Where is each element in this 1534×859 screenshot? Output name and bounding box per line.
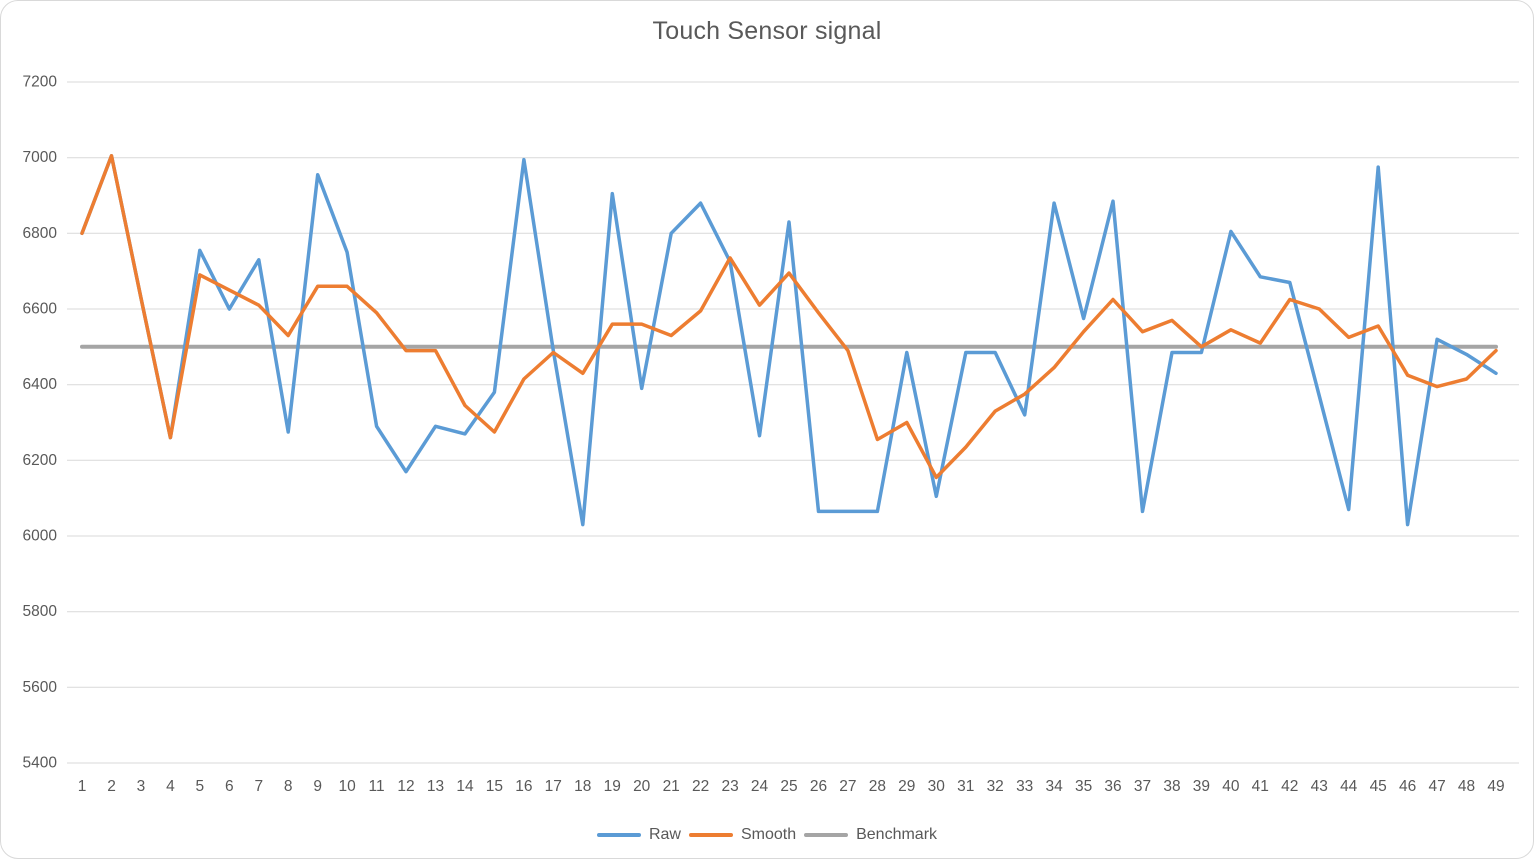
x-axis-label: 49 [1487,778,1504,795]
y-axis-label: 6200 [23,452,58,469]
x-axis-label: 5 [195,778,204,795]
x-axis-label: 21 [663,778,680,795]
x-axis-label: 31 [957,778,974,795]
legend-label-raw: Raw [648,826,681,843]
x-axis-label: 47 [1428,778,1445,795]
x-axis-label: 3 [137,778,146,795]
x-axis-label: 22 [692,778,709,795]
x-axis-label: 12 [397,778,414,795]
y-axis-label: 7000 [23,149,58,166]
x-axis-label: 2 [107,778,116,795]
x-axis-label: 20 [633,778,651,795]
y-axis-label: 7200 [23,74,58,91]
x-axis-label: 34 [1045,778,1063,795]
x-axis-label: 41 [1252,778,1269,795]
x-axis-label: 42 [1281,778,1298,795]
x-axis-label: 7 [254,778,263,795]
x-axis-label: 28 [869,778,886,795]
chart-legend: Raw Smooth Benchmark [1,826,1533,844]
x-axis-label: 45 [1370,778,1387,795]
x-axis-label: 48 [1458,778,1475,795]
x-axis-label: 15 [486,778,503,795]
smooth-line-swatch [688,832,733,838]
x-axis-label: 24 [751,778,769,795]
y-axis-label: 5800 [23,603,58,620]
y-axis-label: 5600 [23,679,58,696]
x-axis-label: 18 [574,778,591,795]
raw-series-line [80,154,1498,527]
smooth-series-line [80,154,1498,480]
x-axis-label: 38 [1163,778,1180,795]
x-axis-label: 9 [313,778,322,795]
x-axis-label: 6 [225,778,234,795]
raw-line-swatch [596,832,641,838]
legend-item-smooth[interactable]: Smooth [687,826,798,844]
chart-title: Touch Sensor signal [652,17,882,45]
x-axis-label: 29 [898,778,915,795]
legend-label-benchmark: Benchmark [856,826,938,843]
x-axis-label: 1 [78,778,87,795]
x-axis-label: 4 [166,778,175,795]
x-axis-label: 43 [1311,778,1328,795]
legend-label-smooth: Smooth [740,826,797,843]
x-axis-label: 19 [604,778,621,795]
x-axis-label: 36 [1104,778,1121,795]
x-axis-label: 44 [1340,778,1358,795]
x-axis-label: 32 [987,778,1004,795]
x-axis-label: 13 [427,778,444,795]
y-axis-label: 6600 [23,301,58,318]
y-axis-label: 6400 [23,376,58,393]
y-axis-label: 5400 [23,755,58,772]
x-axis-label: 33 [1016,778,1033,795]
x-axis-label: 11 [369,778,385,795]
x-axis-label: 25 [780,778,797,795]
x-axis-label: 10 [338,778,356,795]
x-axis-label: 40 [1222,778,1240,795]
x-axis-label: 14 [456,778,474,795]
x-axis-label: 17 [545,778,562,795]
x-axis-label: 23 [721,778,738,795]
legend-item-raw[interactable]: Raw [595,826,683,844]
x-axis-label: 30 [928,778,946,795]
x-axis-label: 35 [1075,778,1092,795]
x-axis-label: 26 [810,778,827,795]
benchmark-line-swatch [804,832,849,838]
x-axis-label: 39 [1193,778,1210,795]
x-axis-label: 37 [1134,778,1151,795]
x-axis-label: 16 [515,778,532,795]
y-axis-label: 6800 [23,225,58,242]
x-axis-label: 8 [284,778,293,795]
x-axis-label: 27 [839,778,856,795]
legend-item-benchmark[interactable]: Benchmark [802,826,939,844]
x-axis-label: 46 [1399,778,1416,795]
y-axis-label: 6000 [23,528,58,545]
